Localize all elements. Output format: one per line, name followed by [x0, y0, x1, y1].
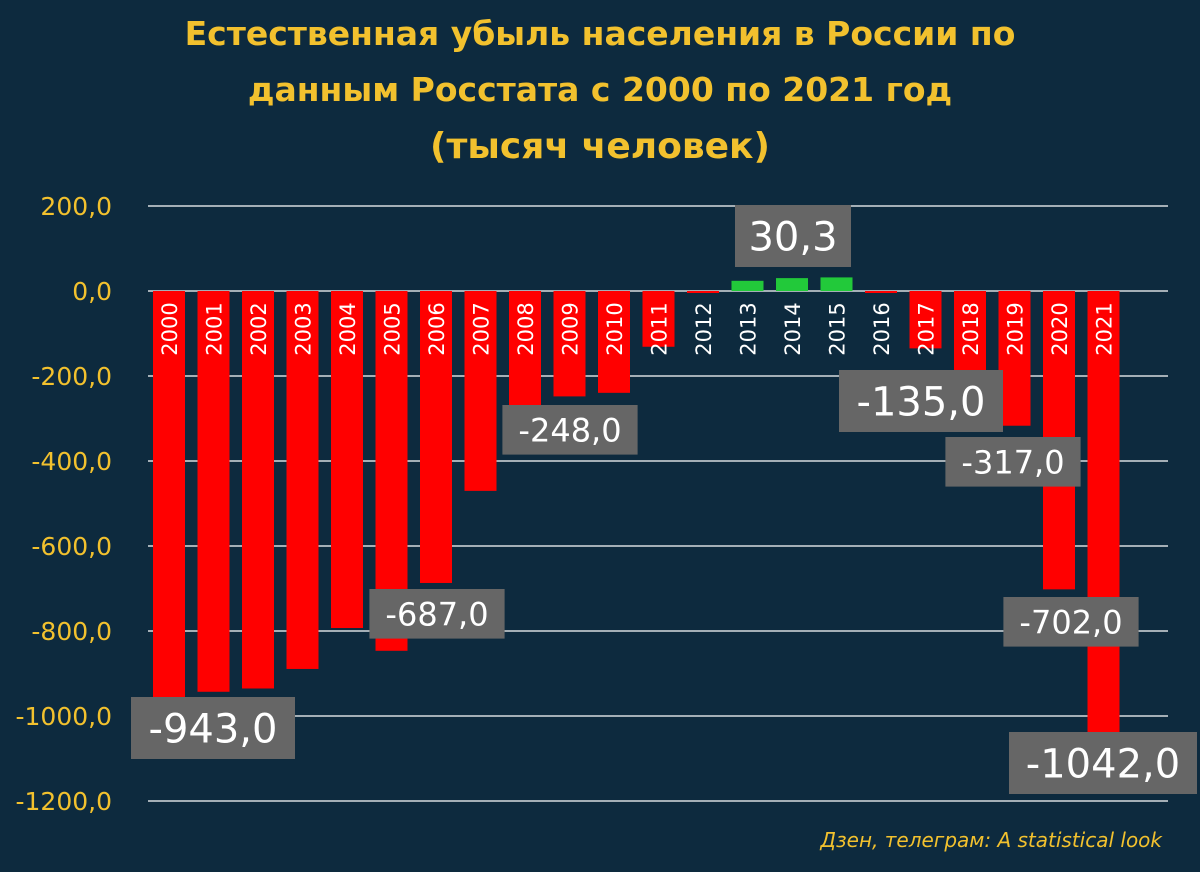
y-tick-label: -200,0 [31, 362, 112, 391]
bar [820, 277, 853, 291]
x-tick-label: 2009 [559, 302, 583, 355]
data-label: -317,0 [961, 443, 1064, 481]
data-label: -702,0 [1019, 603, 1122, 641]
bar [153, 291, 185, 699]
bar [865, 291, 897, 293]
x-tick-label: 2017 [915, 302, 939, 355]
bar [909, 291, 942, 349]
data-label-box [735, 205, 851, 267]
bar [420, 291, 452, 583]
chart-title-line-3: (тысяч человек) [430, 126, 770, 167]
x-tick-label: 2016 [870, 302, 894, 355]
bar [553, 291, 586, 397]
bar [197, 291, 230, 692]
x-tick-label: 2013 [737, 302, 761, 355]
y-tick-label: 0,0 [72, 277, 112, 306]
data-label: 30,3 [748, 214, 837, 260]
x-tick-label: 2001 [203, 302, 227, 355]
data-label-box [131, 697, 295, 759]
x-tick-label: 2019 [1004, 302, 1028, 355]
data-label-box [502, 405, 638, 455]
x-tick-label: 2015 [826, 302, 850, 355]
bar [331, 291, 363, 629]
x-tick-label: 2000 [158, 302, 182, 355]
x-tick-label: 2021 [1093, 302, 1117, 355]
data-label: -248,0 [518, 411, 621, 449]
data-label-box [839, 370, 1003, 432]
data-label: -1042,0 [1026, 741, 1180, 787]
bar [731, 280, 764, 291]
bar [687, 291, 719, 293]
data-label-box [1009, 732, 1197, 794]
source-credit: Дзен, телеграм: A statistical look [820, 828, 1162, 852]
x-tick-label: 2018 [959, 302, 983, 355]
bar [776, 278, 808, 291]
chart-title-line-1: Естественная убыль населения в России по [184, 14, 1016, 53]
x-tick-label: 2020 [1048, 302, 1072, 355]
data-label-box [369, 589, 505, 639]
y-tick-label: -800,0 [31, 617, 112, 646]
x-tick-label: 2008 [514, 302, 538, 355]
x-tick-label: 2011 [648, 302, 672, 355]
bar [242, 291, 274, 689]
y-tick-label: -600,0 [31, 532, 112, 561]
data-label: -943,0 [149, 706, 278, 752]
x-tick-label: 2007 [470, 302, 494, 355]
bar [598, 291, 630, 393]
y-tick-label: -400,0 [31, 447, 112, 476]
x-tick-label: 2003 [292, 302, 316, 355]
x-tick-label: 2005 [381, 302, 405, 355]
x-tick-label: 2010 [603, 302, 627, 355]
y-tick-label: -1200,0 [16, 787, 113, 816]
data-label-box [945, 437, 1081, 487]
bar [642, 291, 675, 347]
chart-title-line-2: данным Росстата с 2000 по 2021 год [247, 70, 953, 109]
data-label: -135,0 [857, 379, 986, 425]
x-tick-label: 2004 [336, 302, 360, 355]
x-tick-label: 2014 [781, 302, 805, 355]
bar [464, 291, 497, 491]
bar [286, 291, 319, 669]
x-tick-label: 2012 [692, 302, 716, 355]
y-tick-label: 200,0 [40, 192, 112, 221]
y-tick-label: -1000,0 [16, 702, 113, 731]
bar [1087, 291, 1120, 734]
bar [998, 291, 1031, 426]
x-tick-label: 2006 [425, 302, 449, 355]
data-label-box [1003, 597, 1139, 647]
x-tick-label: 2002 [247, 302, 271, 355]
data-label: -687,0 [385, 595, 488, 633]
